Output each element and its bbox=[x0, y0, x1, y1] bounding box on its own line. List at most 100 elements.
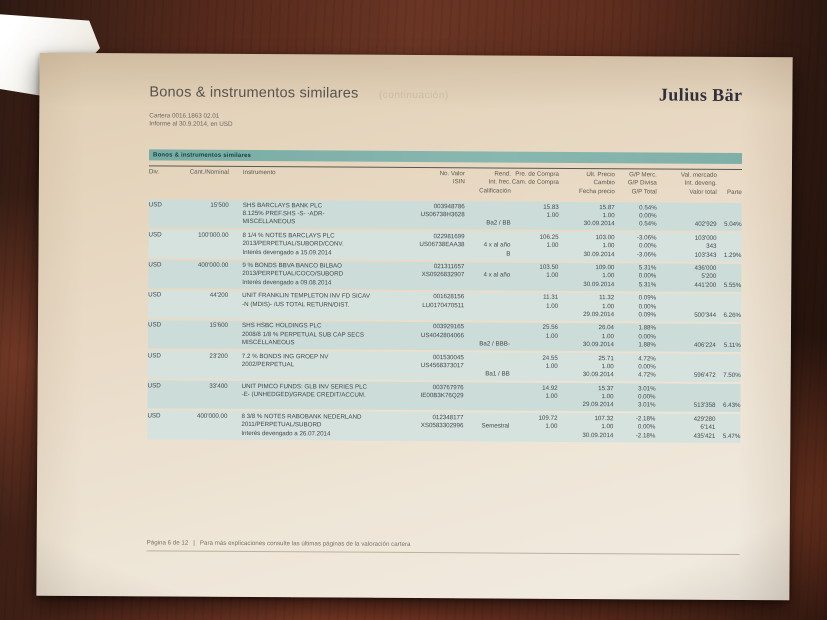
report-meta: Cartera 0016.1863 02.01 Informe al 30.9.… bbox=[149, 112, 232, 129]
cell-rend bbox=[464, 293, 510, 318]
cell-val: 103'000 343 103'343 bbox=[694, 234, 717, 259]
cell-gp: 5.31% 0.00% 5.31% bbox=[638, 264, 657, 289]
cell-div: USD bbox=[147, 412, 161, 420]
cell-valor: 003767976 IE00B3K76Q29 bbox=[420, 383, 464, 400]
table-row: USD 33'400 UNIT PIMCO FUNDS: GLB INV SERIE… bbox=[147, 380, 741, 413]
cell-compra: 11.31 1.00 bbox=[543, 293, 559, 310]
cell-gp: 3.01% 0.00% 3.01% bbox=[637, 385, 656, 409]
cell-instrument: 7.2 % BONDS ING GROEP NV 2002/PERPETUAL bbox=[241, 352, 329, 369]
cell-div: USD bbox=[148, 231, 162, 239]
cell-parte: 5.11% bbox=[723, 342, 741, 350]
cell-valor: 012348177 XS0583302996 bbox=[420, 413, 464, 430]
header-valor: No. Valor ISIN bbox=[439, 170, 465, 186]
page-content: Bonos & instrumentos similares (continua… bbox=[146, 53, 742, 600]
cell-instrument: SHS BARCLAYS BANK PLC 8.125% PREF.SHS -S-… bbox=[242, 201, 325, 226]
cell-val: 402'929 bbox=[694, 221, 717, 229]
cell-parte: 7.50% bbox=[723, 372, 741, 380]
cell-instrument: 8 1/4 % NOTES BARCLAYS PLC 2013/PERPETUAL… bbox=[242, 231, 344, 257]
cell-instrument: UNIT FRANKLIN TEMPLETON INV FD SICAV -N (… bbox=[242, 292, 371, 309]
table-row: USD 100'000.00 8 1/4 % NOTES BARCLAYS PLC 2… bbox=[148, 229, 742, 262]
header-precio: Ult. Precio Cambio Fecha precio bbox=[579, 171, 615, 196]
cell-precio: 25.71 1.00 30.09.2014 bbox=[582, 354, 614, 379]
cell-precio: 109.00 1.00 30.09.2014 bbox=[583, 264, 615, 289]
cell-gp: 1.88% 0.00% 1.88% bbox=[638, 324, 657, 349]
cell-rend: 4 x al año bbox=[483, 271, 511, 279]
cell-gp: 4.72% 0.00% 4.72% bbox=[638, 354, 656, 379]
cell-val: 429'280 6'141 435'421 bbox=[693, 415, 716, 440]
holdings-table: Div. Cant./Nominal Instrumento No. Valor ISI… bbox=[147, 165, 742, 444]
cell-div: USD bbox=[147, 321, 162, 329]
cell-precio: 15.87 1.00 30.09.2014 bbox=[583, 203, 615, 228]
cell-compra: 24.55 1.00 bbox=[542, 354, 558, 370]
cell-compra: 15.83 1.00 bbox=[543, 203, 559, 219]
cell-gp: 0.54% 0.00% 0.54% bbox=[639, 204, 657, 228]
cell-parte: 6.26% bbox=[723, 311, 742, 319]
report-date: Informe al 30.9.2014, en USD bbox=[149, 120, 233, 128]
footer-note: Para más explicaciones consulte las últi… bbox=[199, 539, 411, 548]
header-parte: Parte bbox=[727, 188, 742, 196]
cell-parte: 5.47% bbox=[722, 432, 741, 440]
cell-valor: 022981699 US06738EAA38 bbox=[419, 232, 465, 249]
table-row: USD 15'600 SHS HSBC HOLDINGS PLC 2008/8 1/8… bbox=[147, 320, 742, 353]
page-footer: Página 6 de 12 | Para más explicaciones co… bbox=[146, 539, 740, 555]
cell-div: USD bbox=[147, 351, 161, 359]
header-val: Val. mercado Int. deveng. Valor total bbox=[680, 171, 717, 196]
cell-compra: 103.50 1.00 bbox=[539, 263, 559, 280]
cell-precio: 26.04 1.00 30.09.2014 bbox=[582, 324, 615, 349]
table-row: USD 400'000.00 9 % BONDS BBVA BANCO BILBAO… bbox=[148, 259, 742, 292]
cell-valor: 001530045 US4568373017 bbox=[420, 353, 464, 370]
header-compra: Pre. de Compra Cam. de Compra bbox=[511, 170, 559, 187]
cell-qty: 400'000.00 bbox=[196, 412, 228, 420]
cell-rend: Ba1 / BB bbox=[485, 370, 510, 378]
cell-gp: -3.06% 0.00% -3.06% bbox=[636, 234, 657, 259]
header-qty: Cant./Nominal bbox=[189, 168, 229, 176]
report-page: Bonos & instrumentos similares (continua… bbox=[36, 52, 793, 601]
cell-val: 406'224 bbox=[694, 341, 716, 349]
table-body: USD 15'500 SHS BARCLAYS BANK PLC 8.125% PRE… bbox=[147, 199, 742, 443]
header-gp: G/P Merc. G/P Divisa G/P Total bbox=[627, 171, 657, 196]
cell-div: USD bbox=[148, 261, 162, 269]
cell-compra: 25.56 1.00 bbox=[542, 324, 559, 340]
cell-parte: 6.43% bbox=[722, 402, 741, 410]
cell-val: 513'358 bbox=[693, 402, 716, 410]
cell-val: 596'472 bbox=[693, 372, 716, 380]
cell-parte: 5.04% bbox=[724, 221, 742, 229]
cell-qty: 23'200 bbox=[209, 352, 228, 360]
cell-instrument: 9 % BONDS BBVA BANCO BILBAO 2013/PERPETUA… bbox=[242, 261, 344, 287]
table-row: USD 400'000.00 8 3/8 % NOTES RABOBANK NEDE… bbox=[147, 410, 741, 443]
cell-qty: 15'600 bbox=[209, 322, 229, 330]
cell-val: 500'344 bbox=[694, 311, 717, 319]
cell-valor: 003929165 US4042804066 bbox=[420, 323, 465, 340]
table-header-row: Div. Cant./Nominal Instrumento No. Valor ISI… bbox=[148, 165, 742, 198]
cell-precio: 11.32 1.00 29.09.2014 bbox=[583, 294, 615, 319]
section-band-label: Bonos & instrumentos similares bbox=[153, 151, 252, 159]
document-header: Bonos & instrumentos similares (continua… bbox=[149, 83, 742, 105]
cell-instrument: UNIT PIMCO FUNDS: GLB INV SERIES PLC -E- … bbox=[241, 382, 368, 399]
table-row: USD 44'200 UNIT FRANKLIN TEMPLETON INV FD … bbox=[148, 290, 742, 322]
cell-qty: 400'000.00 bbox=[197, 261, 229, 269]
cell-rend: Ba2 / BB bbox=[486, 219, 511, 228]
cell-precio: 15.37 1.00 29.09.2014 bbox=[582, 384, 614, 409]
page-title: Bonos & instrumentos similares bbox=[149, 84, 359, 102]
cell-compra: 109.72 1.00 bbox=[538, 414, 558, 431]
table-row: USD 23'200 7.2 % BONDS ING GROEP NV 2002/PE… bbox=[147, 350, 741, 383]
cell-valor: 021311657 XS0926832907 bbox=[421, 263, 465, 279]
header-instrument: Instrumento bbox=[242, 168, 276, 177]
cell-compra: 106.25 1.00 bbox=[539, 233, 559, 250]
cell-precio: 107.32 1.00 30.09.2014 bbox=[582, 414, 614, 439]
cell-rend bbox=[463, 384, 509, 409]
cell-qty: 15'500 bbox=[210, 201, 229, 209]
cell-qty: 33'400 bbox=[209, 382, 228, 390]
cell-rend: Semestral bbox=[481, 422, 510, 430]
cell-valor: 001628156 LU0170470511 bbox=[422, 293, 465, 309]
cell-instrument: SHS HSBC HOLDINGS PLC 2008/8 1/8 % PERPET… bbox=[241, 322, 365, 347]
page-indicator: Página 6 de 12 bbox=[146, 539, 189, 547]
cell-gp: -2.18% 0.00% -2.18% bbox=[635, 415, 656, 440]
table-row: USD 15'500 SHS BARCLAYS BANK PLC 8.125% PRE… bbox=[148, 199, 742, 232]
cell-div: USD bbox=[147, 382, 161, 390]
cell-div: USD bbox=[148, 201, 162, 209]
cell-valor: 003948786 US06738H3628 bbox=[420, 202, 465, 219]
cell-rend: 4 x al año B bbox=[483, 241, 511, 258]
cell-instrument: 8 3/8 % NOTES RABOBANK NEDERLAND 2011/PER… bbox=[241, 412, 362, 438]
